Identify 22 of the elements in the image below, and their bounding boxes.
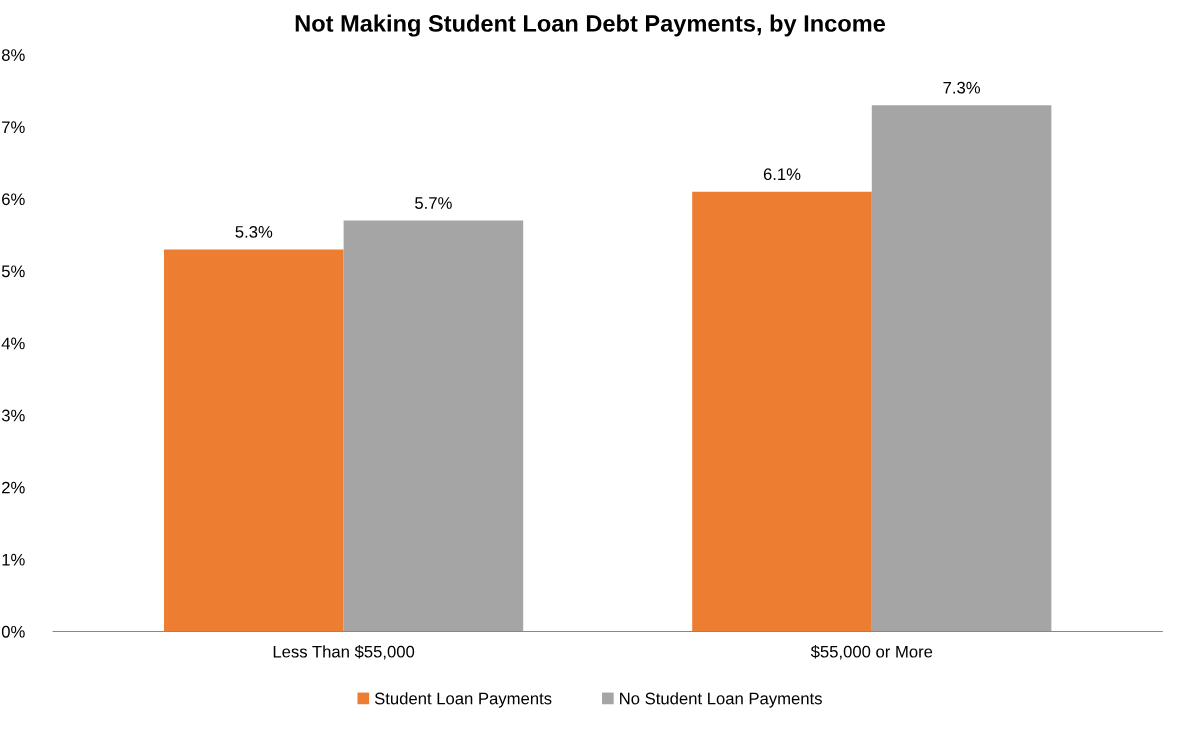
y-tick-label: 4% [1, 337, 25, 350]
legend-label: No Student Loan Payments [620, 692, 822, 708]
y-tick-label: 8% [1, 49, 25, 61]
chart-title: Not Making Student Loan Debt Payments, by Income [295, 14, 886, 37]
text: 7.3% [943, 81, 980, 94]
bar [871, 105, 1052, 632]
text: 5.7% [415, 197, 452, 209]
bar [692, 191, 872, 632]
y-tick-label: 2% [2, 481, 25, 494]
text: 6.1% [763, 168, 801, 181]
y-tick-label: 7% [2, 121, 25, 133]
x-tick-label: $55,000 or More [810, 645, 933, 660]
bar [164, 249, 344, 632]
bar [343, 220, 524, 632]
y-tick-label: 3% [1, 409, 25, 422]
legend-label: Student Loan Payments [374, 692, 552, 708]
text: 5.3% [235, 225, 273, 238]
y-tick-label: 5% [1, 265, 25, 278]
y-tick-label: 0% [1, 625, 25, 638]
x-tick-label: Less Than $55,000 [273, 645, 415, 660]
y-tick-label: 6% [2, 193, 25, 206]
y-tick-label: 1% [2, 553, 25, 566]
